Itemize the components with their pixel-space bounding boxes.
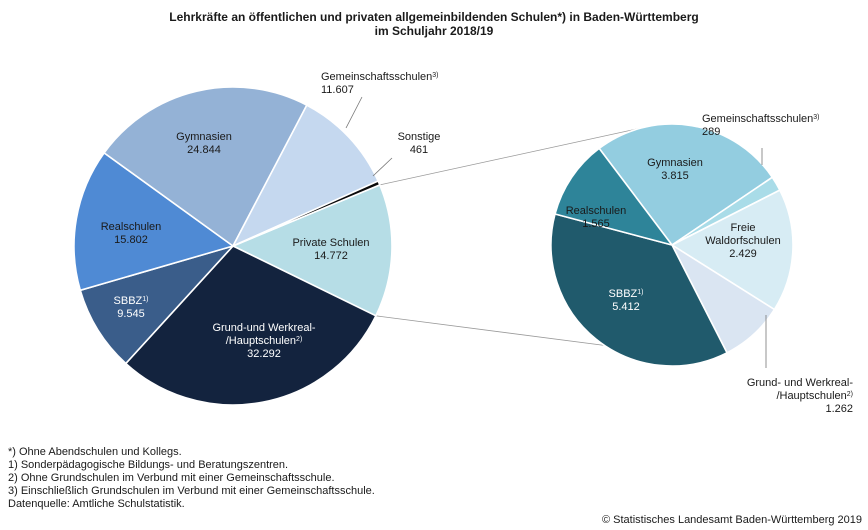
slice-value: 461 [410,144,428,156]
slice-label: SBBZ1) 9.545 [114,295,149,320]
slice-value: 2.429 [729,248,757,260]
footnote: *) Ohne Abendschulen und Kollegs. [8,446,182,458]
slice-label: Realschulen 1.565 [566,205,627,230]
chart-title-line-1: Lehrkräfte an öffentlichen und privaten … [169,10,699,24]
pie-slice-realschulen [73,151,235,292]
slice-labels: Private Schulen 14.772 Grund-und Werkreal-… [101,71,854,415]
slice-label: Grund-und Werkreal-/Hauptschulen2) 32.292 [212,322,315,360]
slice-value: 14.772 [314,250,348,262]
slice-label: Private Schulen 14.772 [292,237,369,262]
slice-label: Gymnasien 24.844 [176,131,232,156]
slice-value: 289 [702,126,720,138]
slice-label: Grund- und Werkreal-/Hauptschulen2) 1.262 [747,377,854,415]
leader-line [372,157,393,177]
pie-slice-gemeinschaftsschulen [231,104,380,248]
slice-label: Gymnasien 3.815 [647,157,703,182]
slice-label: Sonstige 461 [398,131,441,156]
pie-slice-gymnasien [598,123,774,247]
pie-slice-sbbz [79,244,236,365]
footnote: 3) Einschließlich Grundschulen im Verbun… [8,485,375,497]
footnote: 1) Sonderpädagogische Bildungs- und Bera… [8,459,289,471]
pie-slice-gymnasien [103,86,308,248]
slice-value: 3.815 [661,170,689,182]
pie-slice-sonstige [232,179,381,247]
pie-all-schools [73,86,393,406]
slice-value: 32.292 [247,348,281,360]
pie-slice-private-schulen [231,183,393,317]
slice-label: Gemeinschaftsschulen3) 289 [702,113,820,138]
slice-value: 15.802 [114,234,148,246]
connector-lines [375,124,656,351]
pie-private-schools [550,123,794,367]
chart-title-line-2: im Schuljahr 2018/19 [374,24,494,38]
chart-title: Lehrkräfte an öffentlichen und privaten … [0,10,868,38]
slice-value: 1.565 [582,218,610,230]
pie-slice-sbbz [550,212,729,367]
pie-slice-realschulen [554,147,675,247]
slice-label: Freie Waldorfschulen 2.429 [705,222,780,260]
slice-label: SBBZ1) 5.412 [609,288,644,313]
footnote: 2) Ohne Grundschulen im Verbund mit eine… [8,472,335,484]
connector-line-top [379,124,656,186]
slice-label: Realschulen 15.802 [101,221,162,246]
slice-value: 11.607 [321,84,354,96]
pie-slice-freie-waldorfschulen [670,189,794,311]
footnotes: *) Ohne Abendschulen und Kollegs. 1) Son… [8,446,375,511]
leader-line [345,96,363,129]
footnote-source: Datenquelle: Amtliche Schulstatistik. [8,498,185,510]
pie-slice-grund-und-werkreal-hauptschulen [124,245,377,406]
slice-value: 24.844 [187,144,221,156]
connector-line-bottom [375,315,641,351]
slice-value: 9.545 [117,308,145,320]
slice-value: 5.412 [612,301,640,313]
slice-value: 1.262 [825,403,853,415]
slice-label: Gemeinschaftsschulen3) 11.607 [321,71,439,96]
copyright: © Statistisches Landesamt Baden-Württemb… [601,514,862,526]
